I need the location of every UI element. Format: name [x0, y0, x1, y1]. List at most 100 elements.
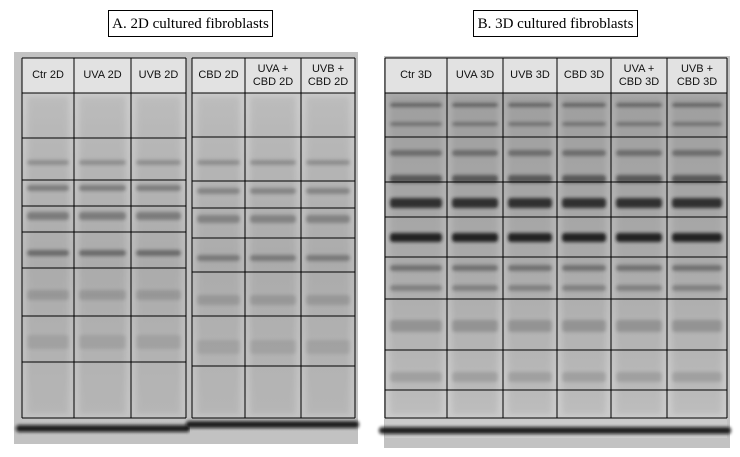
- protein-band: [250, 160, 296, 165]
- protein-band: [508, 285, 552, 291]
- protein-band: [452, 103, 498, 107]
- protein-band: [672, 265, 722, 271]
- protein-band: [616, 233, 662, 242]
- protein-band: [452, 265, 498, 271]
- protein-band: [250, 340, 296, 354]
- lane-smear: [391, 97, 441, 414]
- protein-band: [390, 320, 442, 332]
- protein-band: [27, 335, 69, 349]
- lane-label: Ctr 2D: [32, 69, 64, 81]
- protein-band: [390, 233, 442, 242]
- lane-smear: [673, 97, 721, 414]
- protein-band: [79, 185, 126, 191]
- protein-band: [79, 250, 126, 256]
- dye-front: [16, 425, 190, 432]
- protein-band: [390, 122, 442, 126]
- protein-band: [452, 320, 498, 332]
- protein-band: [672, 122, 722, 126]
- lane-label: UVB + CBD 2D: [307, 62, 349, 88]
- protein-band: [79, 290, 126, 300]
- lane-header: [192, 58, 355, 93]
- protein-band: [390, 198, 442, 208]
- protein-band: [79, 335, 126, 349]
- protein-band: [306, 255, 350, 261]
- dye-front: [379, 427, 731, 434]
- protein-band: [79, 212, 126, 220]
- protein-band: [562, 320, 606, 332]
- lane-header: [385, 58, 727, 93]
- lane-label: Ctr 3D: [400, 69, 432, 81]
- protein-band: [508, 265, 552, 271]
- protein-band: [672, 103, 722, 107]
- protein-band: [390, 265, 442, 271]
- protein-band: [508, 320, 552, 332]
- protein-band: [390, 150, 442, 156]
- protein-band: [136, 335, 181, 349]
- protein-band: [136, 185, 181, 191]
- protein-band: [27, 185, 69, 191]
- protein-band: [197, 295, 240, 305]
- lane-label: UVA + CBD 3D: [618, 62, 660, 88]
- protein-band: [306, 340, 350, 354]
- protein-band: [616, 320, 662, 332]
- protein-band: [452, 233, 498, 242]
- protein-band: [672, 150, 722, 156]
- protein-band: [616, 198, 662, 208]
- protein-band: [672, 285, 722, 291]
- lane-label: CBD 3D: [563, 69, 605, 81]
- lane-header: [22, 58, 186, 93]
- lane-label: UVB 3D: [510, 69, 550, 81]
- protein-band: [452, 372, 498, 382]
- protein-band: [562, 285, 606, 291]
- protein-band: [452, 175, 498, 183]
- protein-band: [79, 160, 126, 165]
- protein-band: [562, 103, 606, 107]
- protein-band: [306, 160, 350, 165]
- lane-smear: [617, 97, 661, 414]
- protein-band: [452, 150, 498, 156]
- lane-label: UVA 3D: [455, 69, 495, 81]
- protein-band: [197, 188, 240, 194]
- protein-band: [197, 215, 240, 223]
- protein-band: [136, 212, 181, 220]
- protein-band: [452, 285, 498, 291]
- protein-band: [197, 255, 240, 261]
- protein-band: [452, 122, 498, 126]
- protein-band: [306, 295, 350, 305]
- lane-smear: [453, 97, 497, 414]
- protein-band: [508, 150, 552, 156]
- protein-band: [616, 122, 662, 126]
- lane-label: UVA + CBD 2D: [252, 62, 294, 88]
- protein-band: [508, 122, 552, 126]
- protein-band: [197, 160, 240, 165]
- lane-smear: [509, 97, 551, 414]
- protein-band: [136, 290, 181, 300]
- protein-band: [250, 188, 296, 194]
- lane-label: UVB + CBD 3D: [676, 62, 718, 88]
- protein-band: [27, 290, 69, 300]
- protein-band: [27, 212, 69, 220]
- protein-band: [452, 198, 498, 208]
- protein-band: [390, 372, 442, 382]
- lane-label: UVA 2D: [83, 69, 122, 81]
- protein-band: [562, 233, 606, 242]
- protein-band: [136, 250, 181, 256]
- protein-band: [562, 150, 606, 156]
- protein-band: [306, 188, 350, 194]
- panel-title: A. 2D cultured fibroblasts: [108, 10, 273, 37]
- lane-smear: [563, 97, 605, 414]
- protein-band: [672, 372, 722, 382]
- protein-band: [390, 103, 442, 107]
- protein-band: [508, 372, 552, 382]
- panel-title: B. 3D cultured fibroblasts: [473, 10, 638, 37]
- gel-body: [385, 93, 727, 438]
- protein-band: [390, 175, 442, 183]
- protein-band: [616, 175, 662, 183]
- lane-label: CBD 2D: [198, 69, 239, 81]
- protein-band: [27, 160, 69, 165]
- protein-band: [562, 372, 606, 382]
- protein-band: [250, 215, 296, 223]
- protein-band: [306, 215, 350, 223]
